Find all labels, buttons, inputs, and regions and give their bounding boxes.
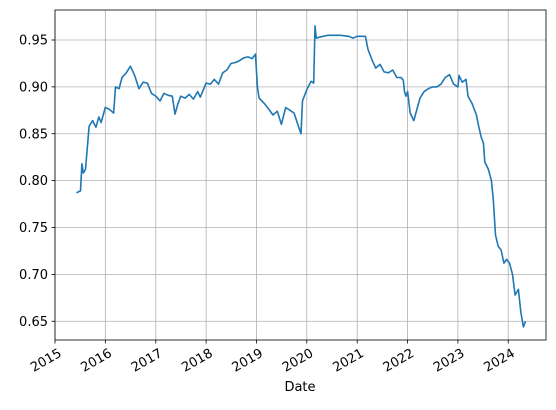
y-tick-label: 0.85 — [19, 127, 48, 142]
y-tick-label: 0.75 — [19, 221, 48, 236]
x-tick-label: 2024 — [481, 346, 517, 376]
y-tick-label: 0.95 — [19, 34, 48, 49]
plot-background — [55, 10, 546, 340]
x-tick-label: 2017 — [129, 346, 165, 376]
x-tick-label: 2023 — [431, 346, 467, 376]
x-tick-label: 2022 — [381, 346, 417, 376]
plot-frame — [54, 9, 547, 341]
y-tick-label: 0.80 — [19, 174, 48, 189]
series-line — [76, 25, 527, 328]
x-tick-label: 2018 — [179, 346, 215, 376]
axes — [54, 9, 547, 341]
y-tick-label: 0.65 — [19, 315, 48, 330]
x-tick-label: 2021 — [330, 346, 366, 376]
x-tick-label: 2019 — [230, 346, 266, 376]
series-layer — [76, 25, 527, 328]
y-tick-label: 0.90 — [19, 80, 48, 95]
y-axis-ticks: 0.65 0.70 0.75 0.80 0.85 0.90 0.95 — [19, 34, 55, 330]
x-axis-label: Date — [284, 380, 315, 395]
y-tick-label: 0.70 — [19, 268, 48, 283]
x-tick-label: 2020 — [280, 346, 316, 376]
x-axis-ticks: 2015 2016 2017 2018 2019 2020 2021 2022 2023 2024 — [28, 340, 518, 376]
x-tick-label: 2015 — [28, 346, 64, 376]
x-tick-label: 2016 — [79, 346, 115, 376]
